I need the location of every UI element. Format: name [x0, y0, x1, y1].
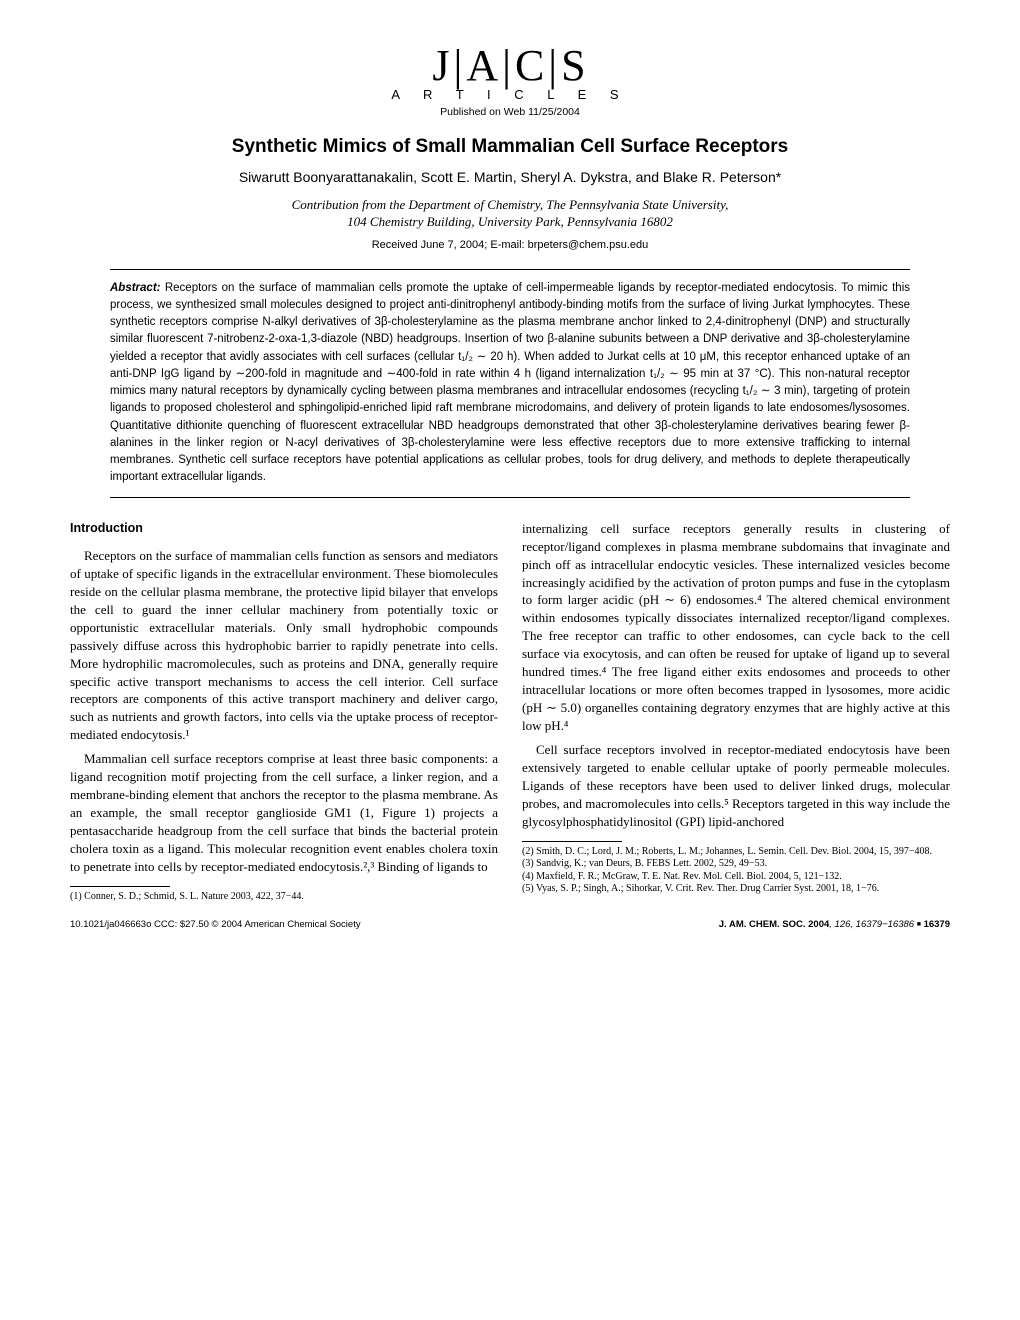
- body-paragraph: Cell surface receptors involved in recep…: [522, 741, 950, 831]
- footnote: (4) Maxfield, F. R.; McGraw, T. E. Nat. …: [522, 871, 950, 884]
- footnotes-right: (2) Smith, D. C.; Lord, J. M.; Roberts, …: [522, 846, 950, 896]
- rule-bottom: [110, 497, 910, 498]
- footnote: (1) Conner, S. D.; Schmid, S. L. Nature …: [70, 891, 498, 904]
- abstract-block: Abstract: Receptors on the surface of ma…: [110, 280, 910, 487]
- body-paragraph: internalizing cell surface receptors gen…: [522, 520, 950, 735]
- footnote: (3) Sandvig, K.; van Deurs, B. FEBS Lett…: [522, 858, 950, 871]
- footnote: (2) Smith, D. C.; Lord, J. M.; Roberts, …: [522, 846, 950, 859]
- article-title: Synthetic Mimics of Small Mammalian Cell…: [70, 136, 950, 158]
- abstract-label: Abstract:: [110, 282, 160, 294]
- received-line: Received June 7, 2004; E-mail: brpeters@…: [70, 239, 950, 251]
- right-column: internalizing cell surface receptors gen…: [522, 520, 950, 904]
- page-footer: 10.1021/ja046663o CCC: $27.50 © 2004 Ame…: [70, 919, 950, 930]
- footnote: (5) Vyas, S. P.; Singh, A.; Sihorkar, V.…: [522, 883, 950, 896]
- publication-date: Published on Web 11/25/2004: [70, 106, 950, 118]
- logo-letters: J|A|C|S: [70, 40, 950, 91]
- affiliation: Contribution from the Department of Chem…: [70, 196, 950, 231]
- journal-logo: J|A|C|S A R T I C L E S Published on Web…: [70, 40, 950, 118]
- body-columns: Introduction Receptors on the surface of…: [70, 520, 950, 904]
- footer-journal: J. AM. CHEM. SOC. 2004: [719, 919, 830, 930]
- logo-subtitle: A R T I C L E S: [70, 87, 950, 102]
- page-number: 16379: [924, 919, 950, 930]
- affiliation-line-1: Contribution from the Department of Chem…: [292, 197, 729, 212]
- rule-top: [110, 269, 910, 270]
- body-paragraph: Receptors on the surface of mammalian ce…: [70, 547, 498, 744]
- footnotes-left: (1) Conner, S. D.; Schmid, S. L. Nature …: [70, 891, 498, 904]
- abstract-text: Receptors on the surface of mammalian ce…: [110, 282, 910, 484]
- left-column: Introduction Receptors on the surface of…: [70, 520, 498, 904]
- footnote-rule: [70, 886, 170, 887]
- affiliation-line-2: 104 Chemistry Building, University Park,…: [347, 214, 673, 229]
- author-list: Siwarutt Boonyarattanakalin, Scott E. Ma…: [70, 168, 950, 188]
- footer-left: 10.1021/ja046663o CCC: $27.50 © 2004 Ame…: [70, 919, 361, 930]
- square-icon: ■: [917, 921, 921, 928]
- footer-right: J. AM. CHEM. SOC. 2004, 126, 16379−16386…: [719, 919, 950, 930]
- footer-volume: , 126, 16379−16386: [829, 919, 914, 930]
- footnote-rule: [522, 841, 622, 842]
- introduction-heading: Introduction: [70, 520, 498, 537]
- body-paragraph: Mammalian cell surface receptors compris…: [70, 750, 498, 876]
